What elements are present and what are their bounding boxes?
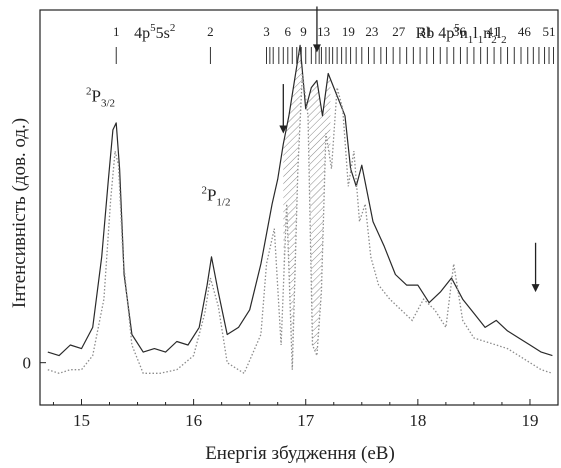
plot-frame: 15 16 17 18 190 — [23, 9, 559, 430]
state-number: 41 — [486, 24, 499, 39]
y-tick-label: 0 — [23, 354, 32, 373]
annotation-superscript: 2 — [86, 86, 92, 98]
annotation-part: 1 — [468, 34, 474, 46]
state-number: 3 — [263, 24, 270, 39]
state-number: 23 — [365, 24, 378, 39]
arrow-head — [531, 284, 540, 293]
x-tick-label: 15 — [73, 411, 90, 430]
state-markers: 1 2 3 6 9 13 19 23 27 31 36 41 46 51 — [113, 24, 556, 64]
spectrum-lines — [47, 44, 553, 375]
y-axis-label: Інтенсивність (дов. од.) — [9, 118, 30, 308]
annotation-symbol: P — [91, 87, 100, 106]
annotation-4: Rb 4p5n1l1n2l2 — [416, 22, 507, 46]
annotation-part: l — [497, 25, 502, 42]
state-number: 13 — [317, 24, 330, 39]
annotation-part: Rb 4p — [416, 25, 455, 42]
arrow-head — [279, 125, 288, 134]
annotation-subscript: 1/2 — [216, 196, 230, 208]
annotation-part: 5 — [454, 22, 460, 34]
state-number: 31 — [419, 24, 432, 39]
state-number: 2 — [207, 24, 214, 39]
plot-border — [39, 9, 559, 406]
x-tick-label: 18 — [409, 411, 426, 430]
hatched-area — [283, 45, 331, 370]
annotation-part: 2 — [170, 22, 176, 34]
state-number: 46 — [518, 24, 532, 39]
annotation-part: 1 — [478, 34, 484, 46]
state-number: 51 — [543, 24, 556, 39]
annotation-part: n — [460, 25, 468, 42]
annotation-subscript: 3/2 — [101, 98, 115, 110]
state-number: 6 — [285, 24, 292, 39]
annotation-part: 2 — [501, 34, 507, 46]
annotation-part: l — [473, 25, 478, 42]
state-number: 36 — [453, 24, 467, 39]
x-tick-label: 16 — [185, 411, 202, 430]
state-number: 9 — [300, 24, 307, 39]
annotation-part: 2 — [491, 34, 497, 46]
x-tick-label: 19 — [521, 411, 538, 430]
arrow-markers — [279, 6, 540, 293]
state-number: 1 — [113, 24, 120, 39]
x-axis-label: Енергія збудження (еВ) — [205, 443, 395, 464]
annotation-symbol: P — [207, 185, 216, 204]
annotation-part: n — [483, 25, 491, 42]
annotation-part: 4p — [134, 25, 150, 42]
annotation-part: 5s — [156, 25, 170, 42]
annotation-superscript: 2 — [201, 184, 207, 196]
state-number: 19 — [342, 24, 355, 39]
arrow-head — [312, 44, 321, 53]
x-tick-label: 17 — [297, 411, 315, 430]
annotation-3: 4p55s2 — [134, 22, 175, 42]
annotation-2: 2P1/2 — [201, 184, 230, 208]
annotation-part: 5 — [150, 22, 156, 34]
state-number: 27 — [392, 24, 406, 39]
annotation-1: 2P3/2 — [86, 86, 115, 110]
shaded-difference-region — [283, 45, 331, 370]
